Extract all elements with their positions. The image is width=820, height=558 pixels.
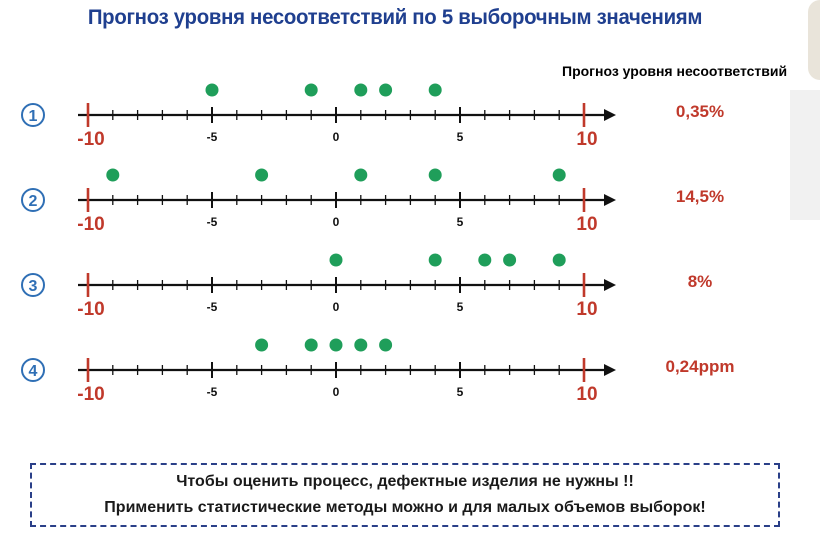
axis-arrow xyxy=(604,194,616,206)
sample-point xyxy=(379,83,393,97)
tick-label: 5 xyxy=(457,385,464,399)
conclusion-line-2: Применить статистические методы можно и … xyxy=(104,499,706,516)
tick-label: 5 xyxy=(457,215,464,229)
sample-point xyxy=(106,168,120,182)
sample-point xyxy=(428,83,442,97)
sample-point xyxy=(304,83,318,97)
tick-label: -5 xyxy=(207,385,218,399)
tick-label: -10 xyxy=(77,214,104,235)
sample-point xyxy=(552,168,566,182)
sample-point xyxy=(478,253,492,267)
sample-point xyxy=(503,253,517,267)
tick-label: 10 xyxy=(576,299,597,320)
forecast-value: 0,35% xyxy=(675,102,725,121)
axis-arrow xyxy=(604,109,616,121)
tick-label: 0 xyxy=(333,130,340,144)
forecast-column-header: Прогноз уровня несоответствий xyxy=(562,63,788,79)
tick-label: 5 xyxy=(457,130,464,144)
row-number-label: 2 xyxy=(29,193,38,210)
row-number-badge xyxy=(21,188,45,212)
tick-label: -10 xyxy=(77,384,104,405)
sample-point xyxy=(552,253,566,267)
sample-point xyxy=(354,168,368,182)
tick-label: -5 xyxy=(207,130,218,144)
sample-point xyxy=(354,83,368,97)
sample-point xyxy=(255,338,269,352)
row-number-label: 3 xyxy=(29,278,38,295)
tick-label: 10 xyxy=(576,214,597,235)
forecast-value: 0,24ppm xyxy=(665,357,735,376)
sample-point xyxy=(354,338,368,352)
row-number-badge xyxy=(21,358,45,382)
tick-label: -5 xyxy=(207,215,218,229)
tick-label: 10 xyxy=(576,129,597,150)
tick-label: -10 xyxy=(77,299,104,320)
axis-arrow xyxy=(604,364,616,376)
sample-point xyxy=(428,253,442,267)
sample-point xyxy=(379,338,393,352)
sample-point xyxy=(329,253,343,267)
tick-label: 0 xyxy=(333,385,340,399)
tick-label: 0 xyxy=(333,215,340,229)
forecast-value: 14,5% xyxy=(675,187,725,206)
sample-point xyxy=(205,83,219,97)
row-number-badge xyxy=(21,273,45,297)
side-panel xyxy=(790,90,820,220)
forecast-value: 8% xyxy=(687,272,713,291)
sample-point xyxy=(329,338,343,352)
tick-label: 10 xyxy=(576,384,597,405)
row-number-label: 1 xyxy=(29,108,38,125)
sample-point xyxy=(304,338,318,352)
side-decoration xyxy=(808,0,820,80)
tick-label: 5 xyxy=(457,300,464,314)
row-number-label: 4 xyxy=(29,363,38,380)
tick-label: -5 xyxy=(207,300,218,314)
tick-label: 0 xyxy=(333,300,340,314)
conclusion-line-1: Чтобы оценить процесс, дефектные изделия… xyxy=(176,473,634,490)
tick-label: -10 xyxy=(77,129,104,150)
axis-arrow xyxy=(604,279,616,291)
sample-point xyxy=(428,168,442,182)
sample-point xyxy=(255,168,269,182)
conclusion-box: Чтобы оценить процесс, дефектные изделия… xyxy=(30,463,780,527)
row-number-badge xyxy=(21,103,45,127)
page-title: Прогноз уровня несоответствий по 5 выбор… xyxy=(87,6,703,29)
